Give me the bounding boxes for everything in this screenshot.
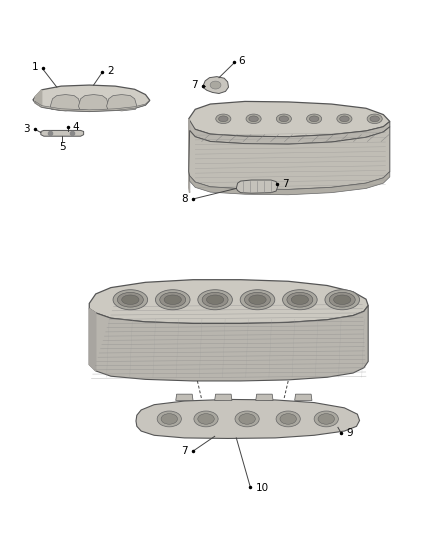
- Text: 7: 7: [282, 179, 289, 189]
- Polygon shape: [295, 394, 312, 400]
- Ellipse shape: [329, 292, 355, 307]
- Ellipse shape: [198, 414, 214, 424]
- Text: 3: 3: [23, 124, 30, 134]
- Ellipse shape: [240, 290, 275, 310]
- Ellipse shape: [249, 116, 258, 122]
- Ellipse shape: [276, 411, 300, 427]
- Ellipse shape: [198, 290, 233, 310]
- Ellipse shape: [113, 290, 148, 310]
- Text: 10: 10: [255, 483, 268, 493]
- Ellipse shape: [307, 114, 321, 124]
- Ellipse shape: [276, 114, 291, 124]
- Ellipse shape: [157, 411, 181, 427]
- Polygon shape: [136, 399, 360, 439]
- Ellipse shape: [155, 290, 190, 310]
- Polygon shape: [35, 100, 150, 111]
- Ellipse shape: [206, 295, 224, 304]
- Ellipse shape: [216, 114, 231, 124]
- Ellipse shape: [249, 295, 266, 304]
- Ellipse shape: [370, 116, 379, 122]
- Ellipse shape: [164, 295, 181, 304]
- Polygon shape: [78, 94, 109, 111]
- Polygon shape: [236, 180, 278, 193]
- Ellipse shape: [325, 290, 360, 310]
- Ellipse shape: [279, 116, 289, 122]
- Polygon shape: [176, 394, 193, 400]
- Text: 5: 5: [59, 142, 65, 152]
- Polygon shape: [50, 94, 81, 111]
- Polygon shape: [106, 94, 137, 111]
- Ellipse shape: [219, 116, 228, 122]
- Text: 7: 7: [181, 446, 188, 456]
- Polygon shape: [256, 394, 273, 400]
- Ellipse shape: [309, 116, 319, 122]
- Ellipse shape: [318, 414, 335, 424]
- Ellipse shape: [334, 295, 351, 304]
- Ellipse shape: [160, 292, 186, 307]
- Ellipse shape: [337, 114, 352, 124]
- Ellipse shape: [244, 292, 270, 307]
- Ellipse shape: [122, 295, 139, 304]
- Text: 7: 7: [191, 79, 198, 90]
- Ellipse shape: [239, 414, 255, 424]
- Text: 4: 4: [73, 122, 79, 132]
- Polygon shape: [215, 394, 232, 400]
- Ellipse shape: [194, 411, 218, 427]
- Ellipse shape: [283, 290, 317, 310]
- Text: 8: 8: [181, 194, 188, 204]
- Polygon shape: [202, 77, 229, 93]
- Text: 1: 1: [32, 62, 38, 72]
- Ellipse shape: [161, 414, 177, 424]
- Polygon shape: [89, 305, 368, 381]
- Text: 9: 9: [346, 427, 353, 438]
- Polygon shape: [189, 127, 390, 190]
- Polygon shape: [35, 90, 42, 107]
- Polygon shape: [89, 280, 368, 324]
- Text: 6: 6: [238, 56, 245, 66]
- Polygon shape: [33, 85, 150, 111]
- Ellipse shape: [117, 292, 143, 307]
- Polygon shape: [41, 131, 84, 136]
- Polygon shape: [190, 172, 390, 195]
- Ellipse shape: [210, 81, 221, 89]
- Text: 2: 2: [107, 66, 114, 76]
- Ellipse shape: [280, 414, 297, 424]
- Ellipse shape: [339, 116, 349, 122]
- Ellipse shape: [235, 411, 259, 427]
- Polygon shape: [189, 119, 390, 144]
- Polygon shape: [89, 309, 96, 371]
- Ellipse shape: [287, 292, 313, 307]
- Ellipse shape: [314, 411, 338, 427]
- Ellipse shape: [291, 295, 308, 304]
- Ellipse shape: [202, 292, 228, 307]
- Ellipse shape: [246, 114, 261, 124]
- Polygon shape: [189, 101, 390, 137]
- Polygon shape: [189, 119, 190, 192]
- Ellipse shape: [367, 114, 382, 124]
